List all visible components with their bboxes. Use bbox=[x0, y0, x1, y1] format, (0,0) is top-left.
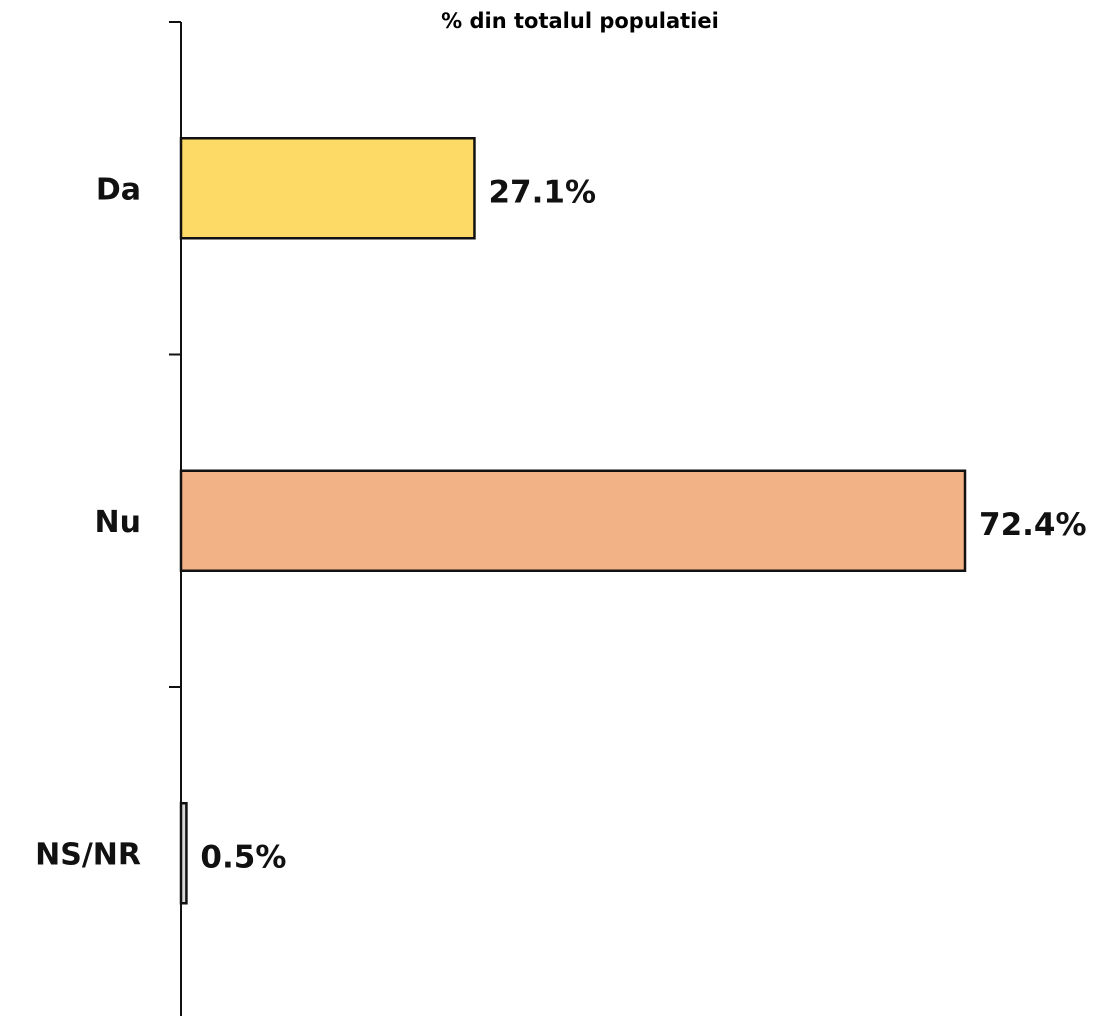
y-axis-ticks bbox=[169, 21, 181, 688]
value-label: 0.5% bbox=[200, 839, 286, 875]
value-label: 72.4% bbox=[979, 507, 1087, 543]
bar-ns-nr bbox=[179, 802, 188, 905]
bar-da bbox=[179, 137, 476, 240]
value-labels: 27.1% 72.4% 0.5% bbox=[200, 174, 1086, 875]
bars-group bbox=[179, 137, 967, 905]
chart-title: % din totalul populatiei bbox=[441, 9, 719, 33]
category-label: NS/NR bbox=[35, 837, 141, 872]
category-label: Da bbox=[96, 172, 141, 207]
value-label: 27.1% bbox=[488, 174, 596, 210]
category-label: Nu bbox=[95, 505, 141, 540]
bar-nu bbox=[179, 469, 967, 572]
category-labels: Da Nu NS/NR bbox=[35, 172, 141, 872]
